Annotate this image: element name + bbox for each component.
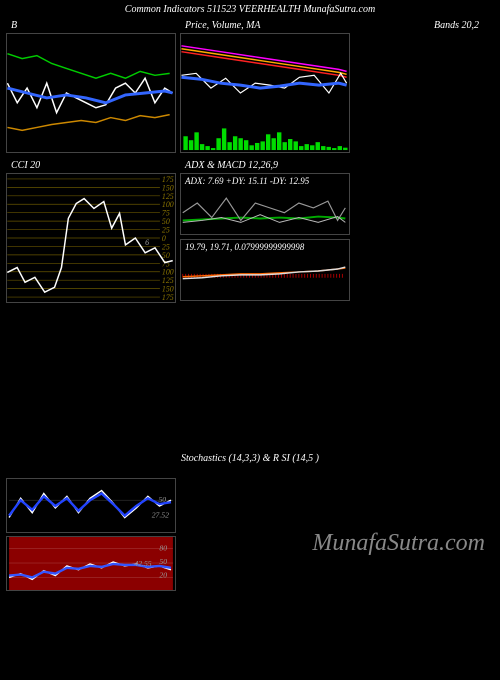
svg-text:20: 20 bbox=[159, 570, 167, 579]
macd-panel: 19.79, 19.71, 0.07999999999998 bbox=[180, 239, 350, 301]
rsi-chart: 80 50 20 42.55 bbox=[7, 537, 175, 590]
cci-panel: CCI 20 175150125100755025025507510012515… bbox=[6, 173, 176, 303]
bands-title: Bands 20,2 bbox=[434, 20, 479, 31]
bollinger-panel: B bbox=[6, 33, 176, 153]
svg-text:50: 50 bbox=[158, 495, 166, 504]
adx-panel: ADX & MACD 12,26,9 ADX: 7.69 +DY: 15.11 … bbox=[180, 173, 350, 235]
price-panel: Price, Volume, MA Bands 20,2 bbox=[180, 33, 350, 153]
bollinger-title: B bbox=[11, 20, 17, 31]
cci-title: CCI 20 bbox=[11, 160, 40, 171]
price-chart bbox=[181, 34, 349, 152]
svg-text:50: 50 bbox=[159, 557, 167, 566]
svg-text:80: 80 bbox=[159, 543, 167, 552]
adx-values: ADX: 7.69 +DY: 15.11 -DY: 12.95 bbox=[185, 176, 309, 186]
adx-title: ADX & MACD 12,26,9 bbox=[185, 160, 278, 171]
stochastics-title: Stochastics (14,3,3) & R SI (14,5 ) bbox=[0, 453, 500, 464]
price-title: Price, Volume, MA bbox=[185, 20, 261, 31]
macd-values: 19.79, 19.71, 0.07999999999998 bbox=[185, 242, 304, 252]
svg-text:27.52: 27.52 bbox=[152, 511, 169, 520]
page-title: Common Indicators 511523 VEERHEALTH Muna… bbox=[0, 0, 500, 19]
rsi-panel: 80 50 20 42.55 bbox=[6, 536, 176, 591]
svg-text:175: 175 bbox=[162, 293, 174, 302]
svg-text:6: 6 bbox=[145, 238, 149, 247]
cci-chart: 17515012510075502502550751001251501756 bbox=[7, 174, 175, 302]
bollinger-chart bbox=[7, 34, 175, 152]
stoch-chart: 50 27.52 bbox=[7, 479, 175, 532]
svg-text:42.55: 42.55 bbox=[134, 559, 151, 568]
stoch-panel: 50 27.52 bbox=[6, 478, 176, 533]
